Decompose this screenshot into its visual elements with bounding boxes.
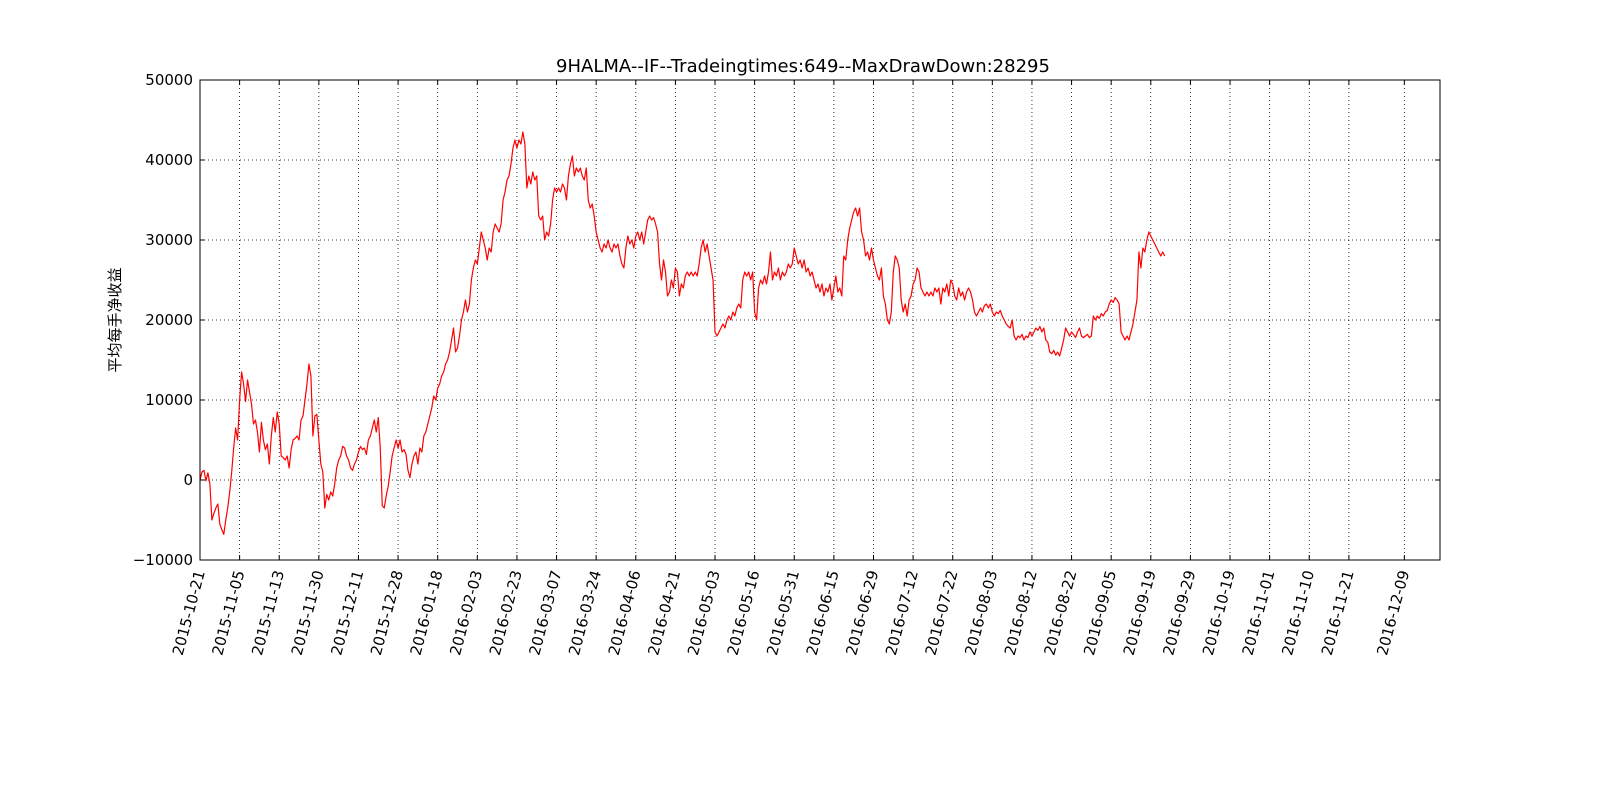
y-tick-label: 40000	[145, 151, 193, 169]
series-layer	[199, 131, 1166, 536]
y-tick-label: 10000	[145, 391, 193, 409]
y-axis: −10000 0 10000 20000 30000 40000 50000	[133, 71, 1440, 569]
series-line	[199, 131, 1166, 536]
y-tick-label: 0	[183, 471, 193, 489]
y-tick-label: 30000	[145, 231, 193, 249]
grid	[200, 80, 1440, 560]
y-tick-label: −10000	[133, 551, 193, 569]
y-tick-label: 20000	[145, 311, 193, 329]
y-axis-label: 平均每手净收益	[106, 267, 124, 372]
y-tick-label: 50000	[145, 71, 193, 89]
chart-title: 9HALMA--IF--Tradeingtimes:649--MaxDrawDo…	[556, 56, 1050, 77]
